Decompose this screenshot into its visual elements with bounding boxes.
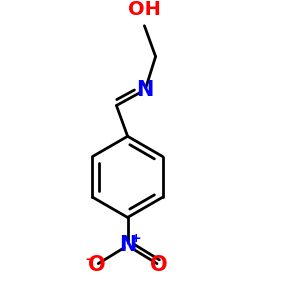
Text: N: N	[119, 236, 136, 255]
Text: OH: OH	[128, 0, 161, 19]
Text: -: -	[86, 253, 91, 266]
Text: O: O	[150, 255, 167, 275]
Text: N: N	[136, 80, 153, 100]
Text: O: O	[88, 255, 106, 275]
Text: +: +	[131, 232, 141, 245]
